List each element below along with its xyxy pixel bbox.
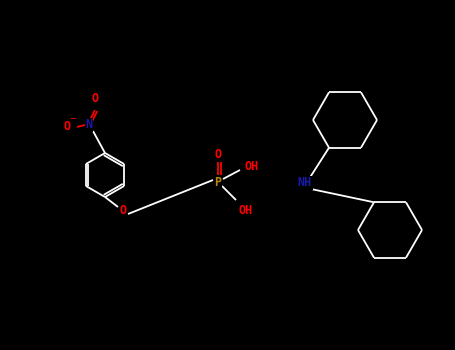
Text: P: P xyxy=(214,175,222,189)
Text: OH: OH xyxy=(245,160,259,173)
Text: O: O xyxy=(63,120,71,133)
Text: −: − xyxy=(70,114,76,124)
Text: NH: NH xyxy=(298,176,312,189)
Text: O: O xyxy=(91,91,99,105)
Text: N: N xyxy=(86,119,92,132)
Text: O: O xyxy=(214,147,222,161)
Text: OH: OH xyxy=(239,203,253,217)
Text: O: O xyxy=(119,204,126,217)
